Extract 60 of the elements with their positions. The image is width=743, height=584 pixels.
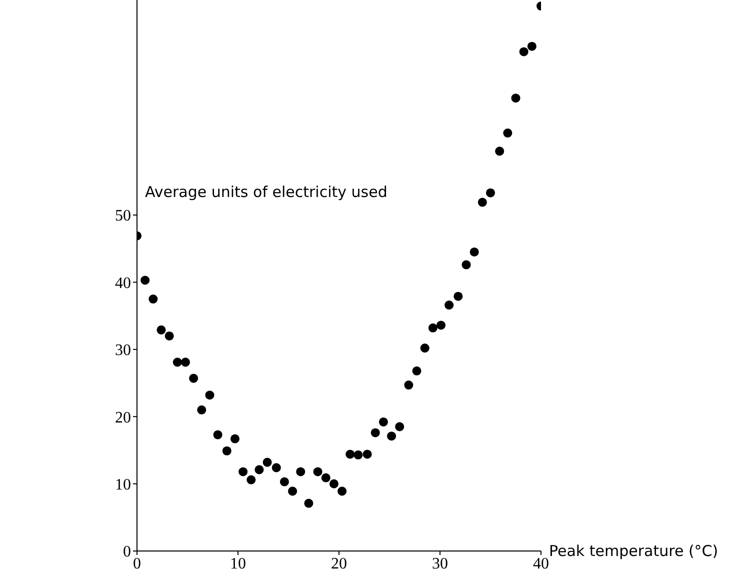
point (486, 188, 496, 198)
point (172, 358, 182, 367)
point (164, 331, 174, 340)
point (387, 432, 396, 441)
y-tick-label: 20 (115, 409, 131, 426)
point (444, 300, 454, 310)
y-tick-label: 0 (123, 544, 131, 561)
point (503, 128, 512, 138)
point (296, 467, 306, 476)
point (238, 467, 248, 476)
x-tick-label: 30 (432, 555, 448, 572)
y-tick-label: 30 (115, 342, 131, 360)
point (395, 422, 404, 432)
point (288, 486, 298, 496)
point (222, 446, 232, 456)
point (230, 434, 240, 444)
point (428, 323, 438, 332)
point (262, 458, 272, 467)
point (378, 417, 388, 426)
point (478, 198, 487, 207)
point (470, 247, 479, 256)
y-tick-label: 50 (115, 208, 131, 225)
point (511, 94, 520, 103)
x-tick-label: 40 (533, 555, 549, 572)
point (304, 498, 314, 508)
point (527, 42, 536, 51)
point (156, 325, 166, 334)
point (338, 486, 347, 496)
point (354, 450, 363, 460)
point (272, 463, 281, 472)
x-tick-label: 10 (230, 555, 246, 572)
y-axis-title: Average units of electricity used (145, 183, 388, 202)
point (436, 320, 446, 330)
point (519, 47, 528, 56)
point (189, 374, 198, 383)
point (495, 146, 504, 156)
point (346, 450, 355, 459)
x-tick-label: 20 (331, 555, 347, 572)
point (321, 473, 330, 482)
point (140, 276, 150, 285)
point (370, 428, 380, 438)
point (412, 366, 422, 376)
point (313, 467, 322, 476)
y-tick-label: 40 (115, 274, 131, 292)
point (148, 294, 158, 304)
point (420, 344, 430, 353)
point (180, 358, 190, 367)
point (197, 405, 206, 414)
point (280, 477, 289, 486)
y-tick-label: 10 (115, 476, 131, 494)
point (329, 479, 338, 488)
point (254, 465, 264, 474)
point (205, 390, 214, 400)
x-axis-title: Peak temperature (°C) (549, 542, 718, 560)
point (454, 292, 463, 301)
point (246, 475, 256, 484)
point (213, 430, 222, 440)
point (404, 380, 414, 390)
point (362, 450, 372, 459)
point (462, 260, 471, 270)
